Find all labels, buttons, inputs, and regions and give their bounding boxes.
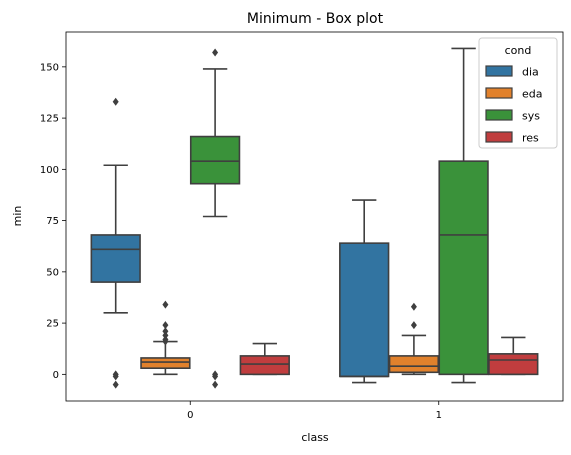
chart-title: Minimum - Box plot [247,11,384,27]
y-tick-label: 50 [46,267,59,278]
box-res-class-1 [488,336,539,376]
outlier-point [162,321,169,330]
y-tick-label: 125 [40,114,59,125]
y-axis-label: min [11,206,24,227]
y-tick-label: 150 [40,62,59,73]
box-eda [140,357,191,370]
box-eda [388,355,440,374]
legend-label-dia: dia [522,66,539,79]
legend-swatch-eda [485,87,513,99]
box-dia [339,242,390,378]
y-axis: 0 25 50 75 100 125 150 [40,62,66,381]
y-tick-label: 25 [46,319,59,330]
legend-label-sys: sys [522,110,540,123]
y-tick-label: 100 [40,165,59,176]
plot-frame [65,31,564,402]
x-tick-label: 0 [187,410,193,421]
y-tick-label: 75 [46,216,59,227]
outlier-point [112,372,119,381]
legend-label-res: res [522,132,539,145]
outlier-point [410,321,417,330]
outlier-point [212,48,219,57]
box-dia [90,234,141,283]
y-tick-label: 0 [53,370,59,381]
outlier-point [162,300,169,309]
x-tick-label: 1 [436,410,442,421]
legend-label-eda: eda [522,88,543,101]
box-res [488,353,539,376]
box-sys-class-0 [189,48,241,389]
legend-title: cond [505,44,532,57]
box-res-class-0 [239,342,290,376]
outlier-point [162,331,169,340]
outlier-point [112,380,119,389]
box-dia-class-1 [339,199,390,384]
outlier-point [162,337,169,346]
outlier-point [162,327,169,336]
box-res [239,355,290,376]
legend-swatch-res [485,131,513,143]
outlier-point [410,302,417,311]
outlier-point [212,372,219,381]
legend-swatch-dia [485,65,513,77]
box-sys-class-1 [438,47,489,384]
plot-area [90,47,539,389]
outlier-point [112,97,119,106]
box-dia-class-0 [90,97,141,389]
outlier-point [212,380,219,389]
x-axis-label: class [301,431,329,444]
legend-swatch-sys [485,109,513,121]
box-eda-class-0 [140,300,191,376]
box-eda-class-1 [388,302,440,376]
box-sys [438,160,489,376]
box-sys [189,135,241,185]
legend: cond dia eda sys res [478,37,558,149]
